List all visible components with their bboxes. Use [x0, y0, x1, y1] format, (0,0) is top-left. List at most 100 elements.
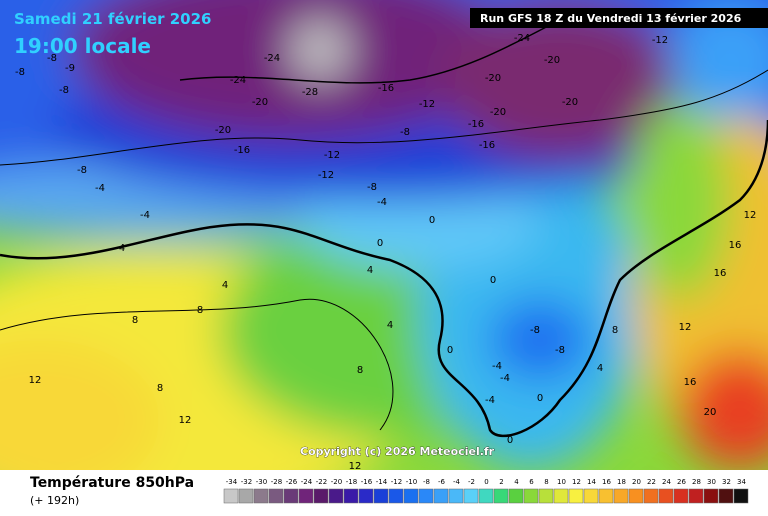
legend-tick-label: 26	[677, 478, 686, 486]
legend-swatch	[313, 488, 329, 504]
legend-tick-label: 0	[484, 478, 488, 486]
forecast-date: Samedi 21 février 2026	[14, 10, 211, 28]
legend-tick-label: 20	[632, 478, 641, 486]
contour-label: 20	[704, 407, 717, 418]
legend-tick-label: -8	[423, 478, 430, 486]
run-info: Run GFS 18 Z du Vendredi 13 février 2026	[480, 12, 742, 25]
contour-label: -20	[215, 125, 231, 136]
legend-tick-label: 4	[514, 478, 519, 486]
contour-label: 8	[132, 315, 138, 326]
legend-swatch	[553, 488, 569, 504]
legend-swatch	[448, 488, 464, 504]
contour-label: -24	[230, 75, 246, 86]
legend-swatch	[373, 488, 389, 504]
legend-tick-label: 12	[572, 478, 581, 486]
contour-labels: -8 -8 -9 -8 -8 -4 -4 4 4 8 8 12 8 12 -24…	[15, 33, 756, 472]
contour-label: -20	[544, 55, 560, 66]
footer-title: Température 850hPa	[30, 475, 194, 491]
contour-label: -8	[400, 127, 410, 138]
legend-tick-label: 18	[617, 478, 626, 486]
legend-swatch	[283, 488, 299, 504]
legend-swatch	[478, 488, 494, 504]
contour-label: 16	[684, 377, 697, 388]
contour-label: 0	[377, 238, 383, 249]
contour-label: 16	[729, 240, 742, 251]
contour-label: 12	[29, 375, 42, 386]
contour-label: -12	[318, 170, 334, 181]
legend-swatch	[268, 488, 284, 504]
legend-swatch	[463, 488, 479, 504]
legend-swatch	[688, 488, 704, 504]
legend-tick-label: -18	[346, 478, 357, 486]
legend-tick-label: -10	[406, 478, 417, 486]
legend-swatch	[673, 488, 689, 504]
legend-swatch	[538, 488, 554, 504]
legend-swatch	[298, 488, 314, 504]
contour-label: -8	[15, 67, 25, 78]
contour-label: -20	[490, 107, 506, 118]
contour-label: 4	[222, 280, 228, 291]
contour-label: -12	[652, 35, 668, 46]
contour-label: 12	[744, 210, 757, 221]
contour-label: 0	[507, 435, 513, 446]
contour-label: 4	[119, 243, 125, 254]
contour-label: -4	[140, 210, 150, 221]
legend-tick-label: 6	[529, 478, 534, 486]
legend-swatch	[568, 488, 584, 504]
legend-swatch	[493, 488, 509, 504]
contour-label: -8	[555, 345, 565, 356]
contour-label: 12	[179, 415, 192, 426]
contour-label: -16	[378, 83, 394, 94]
legend-tick-label: -20	[331, 478, 342, 486]
contour-label: 8	[197, 305, 203, 316]
contour-label: -20	[252, 97, 268, 108]
contour-label: -4	[500, 373, 510, 384]
legend-swatch	[328, 488, 344, 504]
contour-label: -20	[485, 73, 501, 84]
contour-label: -8	[77, 165, 87, 176]
contour-label: -16	[479, 140, 495, 151]
legend-tick-label: 24	[662, 478, 671, 486]
contour-label: 8	[157, 383, 163, 394]
forecast-time: 19:00 locale	[14, 34, 151, 58]
legend-swatch	[238, 488, 254, 504]
legend-tick-label: 30	[707, 478, 716, 486]
contour-label: 8	[357, 365, 363, 376]
contour-label: -4	[492, 361, 502, 372]
legend-tick-label: -2	[468, 478, 475, 486]
legend-tick-label: -24	[301, 478, 313, 486]
legend-swatch	[388, 488, 404, 504]
legend-swatch	[508, 488, 524, 504]
legend-tick-label: 28	[692, 478, 701, 486]
contour-label: -4	[377, 197, 387, 208]
contour-label: -8	[367, 182, 377, 193]
isotherms	[0, 19, 768, 438]
contour-label: 4	[367, 265, 373, 276]
legend-swatch	[628, 488, 644, 504]
legend-tick-label: 14	[587, 478, 596, 486]
contour-label: 4	[597, 363, 603, 374]
legend-tick-label: -28	[271, 478, 282, 486]
contour-label: 0	[537, 393, 543, 404]
legend-tick-label: 2	[499, 478, 503, 486]
contour-label: 0	[490, 275, 496, 286]
contour-label: -8	[59, 85, 69, 96]
legend-swatch	[523, 488, 539, 504]
legend-tick-label: -22	[316, 478, 327, 486]
contour-label: -20	[562, 97, 578, 108]
legend-swatch	[703, 488, 719, 504]
contour-label: -16	[234, 145, 250, 156]
run-box	[470, 8, 768, 28]
contour-label: -28	[302, 87, 318, 98]
contour-label: 0	[429, 215, 435, 226]
legend-swatch	[613, 488, 629, 504]
legend-tick-label: -26	[286, 478, 298, 486]
legend-tick-label: 8	[544, 478, 548, 486]
legend-tick-label: -16	[361, 478, 373, 486]
contour-label: -24	[264, 53, 280, 64]
legend-swatch	[253, 488, 269, 504]
